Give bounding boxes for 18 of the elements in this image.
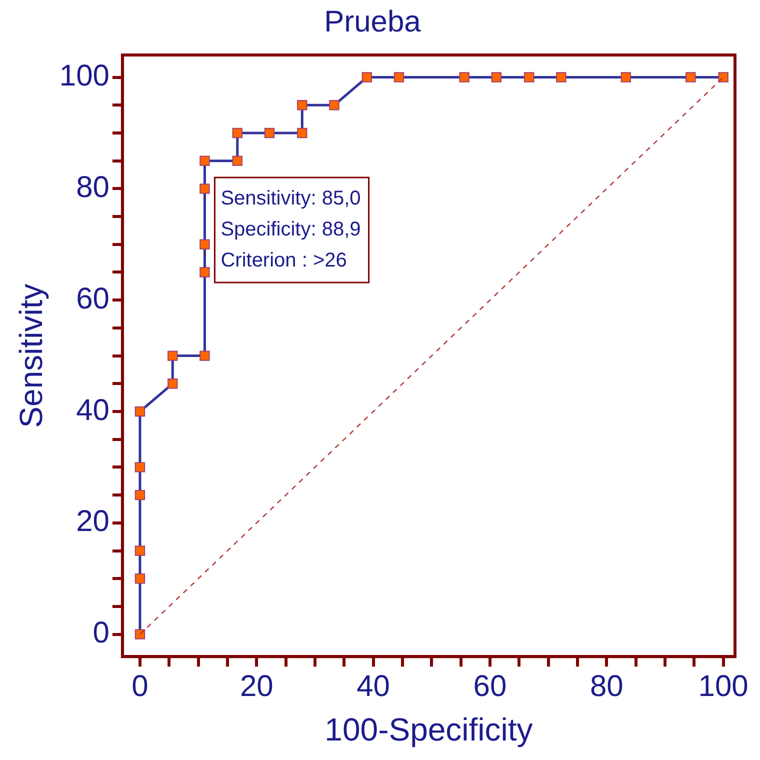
x-tick-label: 0: [132, 670, 148, 703]
y-tick-label: 0: [92, 616, 110, 650]
x-axis-title: 100-Specificity: [324, 712, 533, 748]
y-tick-label: 80: [76, 170, 110, 204]
y-tick-label: 100: [59, 60, 110, 93]
x-tick-label: 100: [698, 670, 748, 703]
annotation: Criterion : >26: [220, 250, 347, 272]
annotation: Sensitivity: 85,0: [220, 188, 361, 210]
annotation: Specificity: 88,9: [220, 218, 361, 241]
chart-title: Prueba: [324, 5, 422, 38]
y-tick-label: 60: [76, 282, 110, 316]
x-tick-label: 20: [240, 670, 274, 703]
x-tick-label: 60: [473, 670, 507, 703]
y-tick-label: 40: [76, 394, 110, 427]
y-tick-label: 20: [76, 505, 110, 538]
x-tick-label: 40: [356, 670, 390, 703]
x-tick-label: 80: [590, 670, 624, 703]
y-axis-title: Sensitivity: [13, 284, 50, 428]
